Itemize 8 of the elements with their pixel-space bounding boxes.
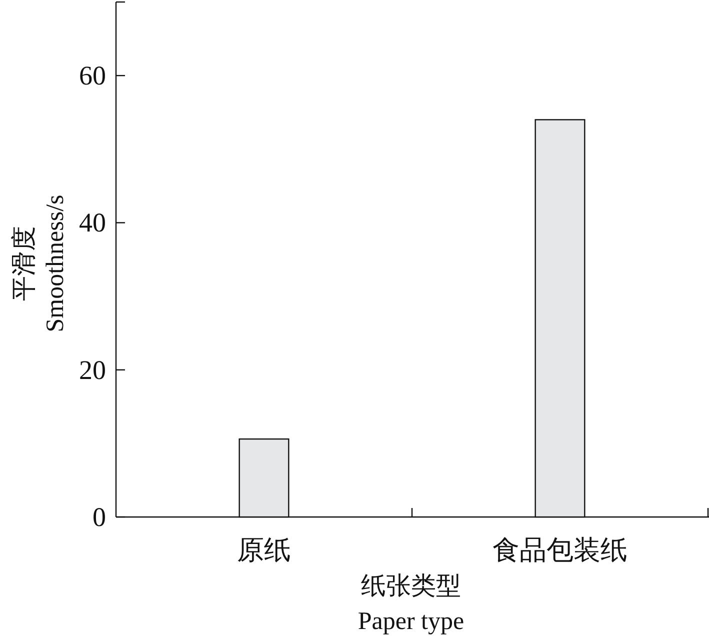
- x-tick-label: 食品包装纸: [492, 535, 628, 565]
- x-axis-title: 纸张类型 Paper type: [358, 573, 464, 635]
- y-axis-title: 平滑度 Smoothness/s: [10, 194, 69, 332]
- y-tick-label: 40: [79, 208, 106, 238]
- x-tick-label: 原纸: [237, 535, 291, 565]
- y-tick-label: 60: [79, 60, 106, 91]
- y-tick-label: 20: [79, 354, 106, 385]
- y-tick-label: 0: [92, 502, 106, 532]
